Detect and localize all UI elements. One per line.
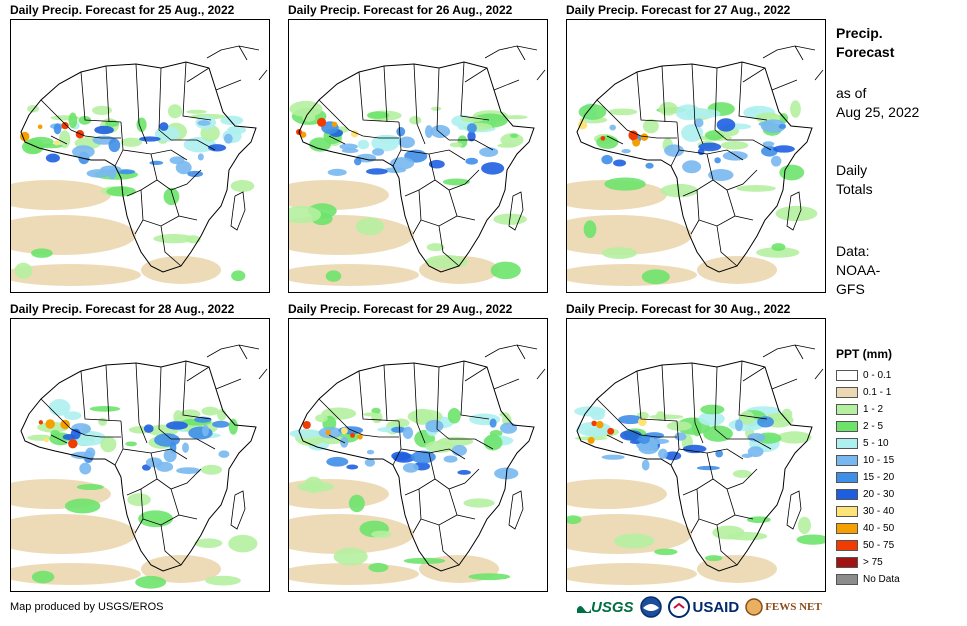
ppt-legend: PPT (mm) 0 - 0.1 0.1 - 1 1 - 2 2 - 5 5 - 10 1… [836, 347, 946, 588]
panel-title: Daily Precip. Forecast for 29 Aug., 2022 [288, 302, 513, 316]
sidebar-as-of: as of Aug 25, 2022 [836, 85, 920, 120]
panel-title: Daily Precip. Forecast for 28 Aug., 2022 [10, 302, 235, 316]
precip-map [288, 19, 548, 293]
legend-label: 2 - 5 [863, 421, 884, 432]
noaa-logo [639, 596, 662, 618]
fews-globe-icon [745, 598, 763, 616]
noaa-seal-icon [639, 596, 662, 618]
forecast-panel-1: Daily Precip. Forecast for 25 Aug., 2022 [10, 3, 270, 293]
africa-map-svg [11, 45, 268, 286]
legend-items: 0 - 0.1 0.1 - 1 1 - 2 2 - 5 5 - 10 10 - 15 15 … [836, 367, 946, 588]
legend-item: 1 - 2 [836, 401, 946, 418]
agency-logos: USGS USAID FEWS NET [577, 594, 822, 620]
africa-map-svg [11, 344, 268, 589]
forecast-panel-2: Daily Precip. Forecast for 26 Aug., 2022 [288, 3, 548, 293]
sidebar-data-source: Data: NOAA- GFS [836, 243, 881, 297]
legend-swatch [836, 387, 858, 398]
map-credit: Map produced by USGS/EROS [10, 601, 164, 613]
legend-swatch [836, 421, 858, 432]
legend-swatch [836, 455, 858, 466]
legend-swatch [836, 370, 858, 381]
legend-label: 5 - 10 [863, 438, 889, 449]
legend-swatch [836, 540, 858, 551]
legend-label: 10 - 15 [863, 455, 895, 466]
sidebar-daily-totals: Daily Totals [836, 162, 873, 197]
precip-map [10, 318, 270, 592]
forecast-panel-4: Daily Precip. Forecast for 28 Aug., 2022 [10, 302, 270, 592]
legend-item: 20 - 30 [836, 486, 946, 503]
panel-title: Daily Precip. Forecast for 25 Aug., 2022 [10, 3, 235, 17]
usgs-wave-icon [577, 606, 591, 613]
africa-map-svg [289, 45, 546, 286]
legend-label: 15 - 20 [863, 472, 895, 483]
legend-label: > 75 [863, 557, 883, 568]
legend-label: 30 - 40 [863, 506, 895, 517]
legend-swatch [836, 506, 858, 517]
legend-item: 5 - 10 [836, 435, 946, 452]
legend-label: 20 - 30 [863, 489, 895, 500]
legend-swatch [836, 438, 858, 449]
legend-label: 40 - 50 [863, 523, 895, 534]
forecast-panel-6: Daily Precip. Forecast for 30 Aug., 2022 [566, 302, 826, 592]
legend-item: No Data [836, 571, 946, 588]
legend-label: 1 - 2 [863, 404, 884, 415]
precip-map [566, 19, 826, 293]
legend-item: 50 - 75 [836, 537, 946, 554]
africa-map-svg [289, 344, 546, 585]
legend-item: 40 - 50 [836, 520, 946, 537]
precip-map [10, 19, 270, 293]
legend-label: 0 - 0.1 [863, 370, 892, 381]
forecast-panel-3: Daily Precip. Forecast for 27 Aug., 2022 [566, 3, 826, 293]
legend-label: 50 - 75 [863, 540, 895, 551]
usgs-logo: USGS [577, 599, 634, 616]
usaid-logo: USAID [667, 596, 739, 618]
sidebar-heading: Precip. Forecast [836, 25, 895, 60]
legend-swatch [836, 574, 858, 585]
africa-map-svg [567, 45, 824, 286]
panel-title: Daily Precip. Forecast for 27 Aug., 2022 [566, 3, 791, 17]
forecast-panel-5: Daily Precip. Forecast for 29 Aug., 2022 [288, 302, 548, 592]
legend-item: 30 - 40 [836, 503, 946, 520]
legend-item: 0 - 0.1 [836, 367, 946, 384]
legend-item: 2 - 5 [836, 418, 946, 435]
legend-swatch [836, 489, 858, 500]
legend-item: 10 - 15 [836, 452, 946, 469]
panel-title: Daily Precip. Forecast for 30 Aug., 2022 [566, 302, 791, 316]
legend-item: 15 - 20 [836, 469, 946, 486]
legend-label: 0.1 - 1 [863, 387, 892, 398]
legend-item: > 75 [836, 554, 946, 571]
panel-title: Daily Precip. Forecast for 26 Aug., 2022 [288, 3, 513, 17]
legend-swatch [836, 523, 858, 534]
usaid-seal-icon [667, 596, 690, 618]
legend-label: No Data [863, 574, 900, 585]
legend-item: 0.1 - 1 [836, 384, 946, 401]
legend-title: PPT (mm) [836, 347, 893, 361]
precip-map [288, 318, 548, 592]
legend-swatch [836, 472, 858, 483]
fews-net-logo: FEWS NET [745, 598, 822, 616]
legend-swatch [836, 557, 858, 568]
precip-map [566, 318, 826, 592]
africa-map-svg [567, 344, 825, 585]
legend-swatch [836, 404, 858, 415]
